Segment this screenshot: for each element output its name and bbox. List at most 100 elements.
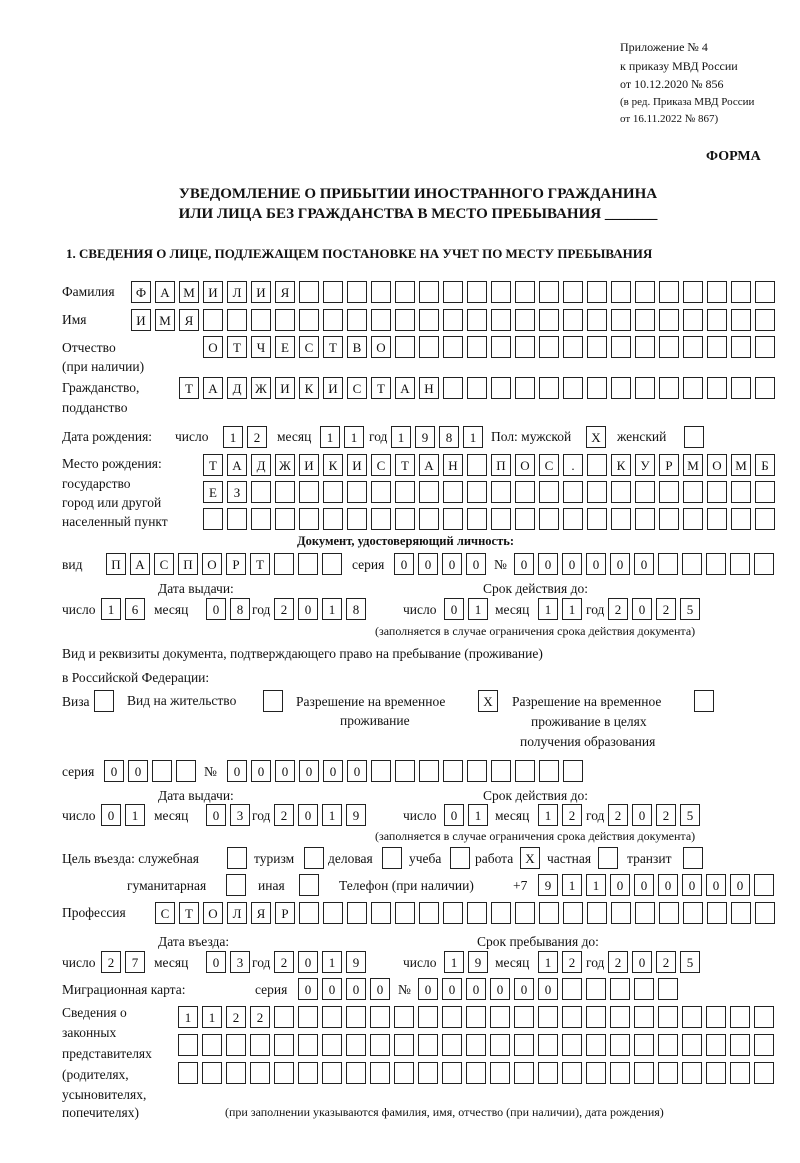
- character-cell[interactable]: 2: [562, 951, 582, 973]
- character-cell[interactable]: 0: [418, 978, 438, 1000]
- character-cell[interactable]: [443, 481, 463, 503]
- character-cell[interactable]: [490, 1006, 510, 1028]
- character-cell[interactable]: 0: [101, 804, 121, 826]
- character-cell[interactable]: [562, 1034, 582, 1056]
- character-cell[interactable]: [419, 760, 439, 782]
- character-cell[interactable]: [611, 377, 631, 399]
- character-cell[interactable]: С: [347, 377, 367, 399]
- character-cell[interactable]: [443, 760, 463, 782]
- character-cell[interactable]: Е: [203, 481, 223, 503]
- character-cell[interactable]: .: [563, 454, 583, 476]
- character-cell[interactable]: 1: [444, 951, 464, 973]
- character-cell[interactable]: Т: [203, 454, 223, 476]
- character-cell[interactable]: [682, 1006, 702, 1028]
- character-cell[interactable]: 0: [538, 553, 558, 575]
- character-cell[interactable]: 6: [125, 598, 145, 620]
- character-cell[interactable]: [587, 377, 607, 399]
- character-cell[interactable]: [202, 1034, 222, 1056]
- character-cell[interactable]: [395, 902, 415, 924]
- character-cell[interactable]: [610, 1034, 630, 1056]
- character-cell[interactable]: [635, 377, 655, 399]
- character-cell[interactable]: 0: [610, 553, 630, 575]
- character-cell[interactable]: [562, 978, 582, 1000]
- character-cell[interactable]: О: [371, 336, 391, 358]
- character-cell[interactable]: [611, 508, 631, 530]
- character-cell[interactable]: 5: [680, 804, 700, 826]
- character-cell[interactable]: 0: [632, 804, 652, 826]
- character-cell[interactable]: [419, 281, 439, 303]
- character-cell[interactable]: [347, 902, 367, 924]
- character-cell[interactable]: 1: [468, 804, 488, 826]
- character-cell[interactable]: [659, 508, 679, 530]
- character-cell[interactable]: 1: [322, 598, 342, 620]
- character-cell[interactable]: [395, 336, 415, 358]
- character-cell[interactable]: 1: [586, 874, 606, 896]
- character-cell[interactable]: 2: [274, 804, 294, 826]
- character-cell[interactable]: [298, 1034, 318, 1056]
- character-cell[interactable]: И: [347, 454, 367, 476]
- character-cell[interactable]: 9: [468, 951, 488, 973]
- character-cell[interactable]: [611, 902, 631, 924]
- character-cell[interactable]: 1: [223, 426, 243, 448]
- character-cell[interactable]: 2: [608, 951, 628, 973]
- character-cell[interactable]: [610, 978, 630, 1000]
- character-cell[interactable]: [706, 1006, 726, 1028]
- character-cell[interactable]: 0: [562, 553, 582, 575]
- character-cell[interactable]: [659, 336, 679, 358]
- character-cell[interactable]: [491, 281, 511, 303]
- character-cell[interactable]: [707, 902, 727, 924]
- character-cell[interactable]: [491, 508, 511, 530]
- character-cell[interactable]: [299, 481, 319, 503]
- reps-field-row2[interactable]: [178, 1034, 774, 1056]
- character-cell[interactable]: [658, 1034, 678, 1056]
- character-cell[interactable]: [466, 1034, 486, 1056]
- character-cell[interactable]: [563, 902, 583, 924]
- character-cell[interactable]: [539, 309, 559, 331]
- character-cell[interactable]: 1: [562, 874, 582, 896]
- character-cell[interactable]: [539, 336, 559, 358]
- character-cell[interactable]: [683, 481, 703, 503]
- character-cell[interactable]: И: [251, 281, 271, 303]
- character-cell[interactable]: [275, 508, 295, 530]
- purpose-study-checkbox[interactable]: [450, 847, 470, 869]
- character-cell[interactable]: [418, 1062, 438, 1084]
- character-cell[interactable]: [514, 1034, 534, 1056]
- residence-checkbox[interactable]: [263, 690, 283, 712]
- character-cell[interactable]: А: [130, 553, 150, 575]
- character-cell[interactable]: Я: [179, 309, 199, 331]
- character-cell[interactable]: 1: [202, 1006, 222, 1028]
- character-cell[interactable]: 9: [538, 874, 558, 896]
- character-cell[interactable]: [611, 481, 631, 503]
- character-cell[interactable]: И: [203, 281, 223, 303]
- character-cell[interactable]: 0: [632, 951, 652, 973]
- character-cell[interactable]: М: [179, 281, 199, 303]
- character-cell[interactable]: П: [491, 454, 511, 476]
- trp-checkbox[interactable]: X: [478, 690, 498, 712]
- character-cell[interactable]: [467, 760, 487, 782]
- character-cell[interactable]: С: [154, 553, 174, 575]
- character-cell[interactable]: [370, 1006, 390, 1028]
- character-cell[interactable]: [395, 508, 415, 530]
- character-cell[interactable]: [634, 978, 654, 1000]
- character-cell[interactable]: О: [203, 902, 223, 924]
- character-cell[interactable]: [467, 336, 487, 358]
- character-cell[interactable]: [323, 508, 343, 530]
- character-cell[interactable]: [706, 553, 726, 575]
- character-cell[interactable]: [491, 336, 511, 358]
- visa-checkbox[interactable]: [94, 690, 114, 712]
- character-cell[interactable]: [586, 1062, 606, 1084]
- character-cell[interactable]: [683, 377, 703, 399]
- character-cell[interactable]: [683, 847, 703, 869]
- character-cell[interactable]: [562, 1006, 582, 1028]
- character-cell[interactable]: 1: [125, 804, 145, 826]
- character-cell[interactable]: [263, 690, 283, 712]
- character-cell[interactable]: И: [275, 377, 295, 399]
- character-cell[interactable]: 0: [206, 598, 226, 620]
- character-cell[interactable]: [178, 1062, 198, 1084]
